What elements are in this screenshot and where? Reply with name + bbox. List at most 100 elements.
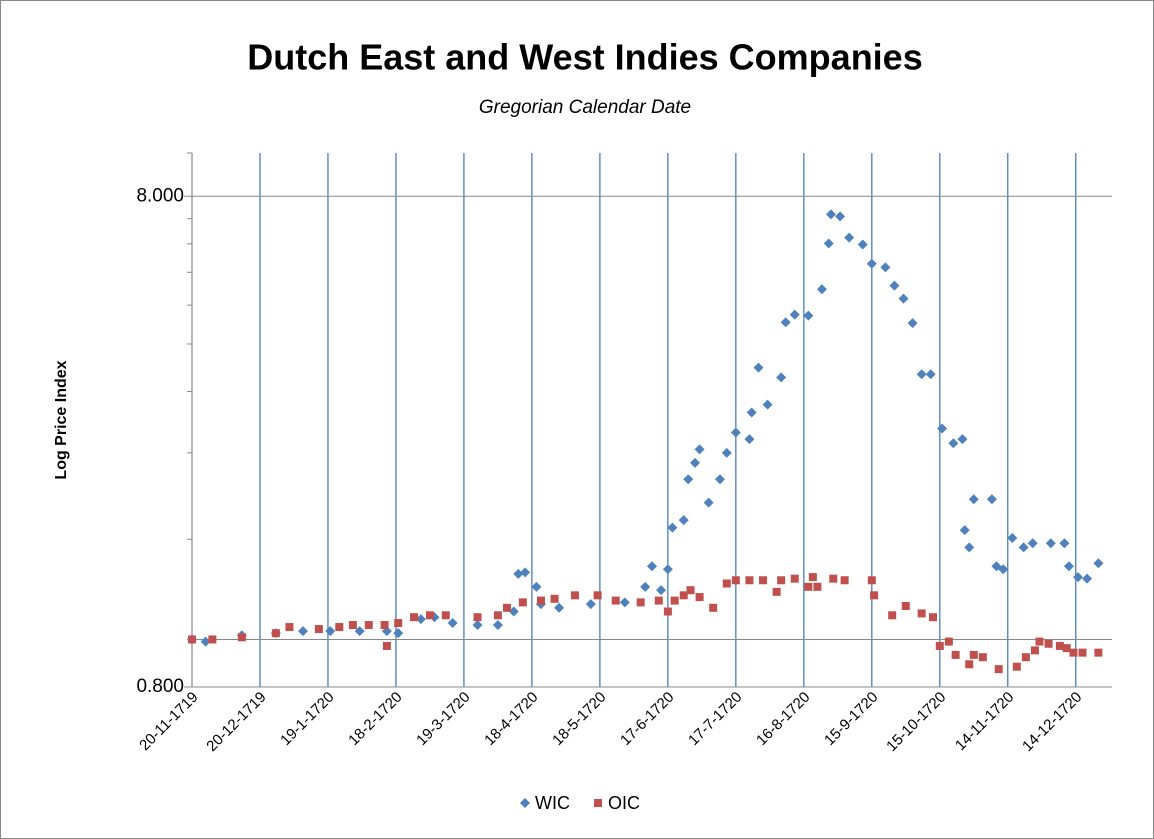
point <box>1027 538 1038 549</box>
point <box>415 614 426 625</box>
point <box>425 611 434 620</box>
point <box>1035 637 1044 646</box>
point <box>237 633 246 642</box>
point <box>1059 538 1070 549</box>
point <box>959 525 970 536</box>
point <box>1062 644 1071 653</box>
legend-marker <box>594 799 602 807</box>
point <box>683 474 694 485</box>
point <box>513 568 524 579</box>
point <box>813 582 822 591</box>
point <box>380 621 389 630</box>
point <box>907 318 918 329</box>
point <box>829 574 838 583</box>
point <box>998 564 1009 575</box>
point <box>762 399 773 410</box>
point <box>472 620 483 631</box>
point <box>777 576 786 585</box>
point <box>867 576 876 585</box>
point <box>709 603 718 612</box>
y-axis-label: Log Price Index <box>53 360 70 479</box>
point <box>951 650 960 659</box>
point <box>753 362 764 373</box>
point <box>1078 648 1087 657</box>
y-tick-label: 0.800 <box>136 676 184 697</box>
point <box>647 561 657 572</box>
point <box>354 626 365 637</box>
point <box>667 522 678 533</box>
point <box>492 620 503 631</box>
point <box>880 262 891 273</box>
legend-marker <box>520 798 530 808</box>
point <box>656 585 667 596</box>
point <box>780 317 791 328</box>
point <box>654 596 663 605</box>
point <box>1073 572 1084 583</box>
point <box>670 596 679 605</box>
point <box>889 280 900 291</box>
point <box>640 581 651 592</box>
point <box>493 611 502 620</box>
legend-label: WIC <box>535 793 570 813</box>
chart-subtitle: Gregorian Calendar Date <box>479 97 691 118</box>
point <box>690 457 701 468</box>
point <box>686 586 695 595</box>
point <box>870 591 879 600</box>
point <box>508 606 519 617</box>
point <box>208 635 217 644</box>
point <box>394 619 403 628</box>
point <box>695 593 704 602</box>
point <box>776 372 787 383</box>
y-tick-label: 8.000 <box>136 185 184 206</box>
point <box>518 598 527 607</box>
point <box>271 629 280 638</box>
point <box>759 576 768 585</box>
point <box>678 515 689 526</box>
point <box>816 284 827 295</box>
point <box>772 587 781 596</box>
point <box>447 618 458 629</box>
point <box>1045 538 1056 549</box>
point <box>200 636 211 647</box>
point <box>844 232 855 243</box>
point <box>969 650 978 659</box>
point <box>1082 573 1093 584</box>
point <box>554 602 565 613</box>
point <box>325 626 336 637</box>
point <box>364 621 373 630</box>
point <box>823 238 834 249</box>
point <box>916 369 927 380</box>
point <box>888 611 897 620</box>
point <box>441 611 450 620</box>
point <box>994 665 1003 674</box>
point <box>857 239 868 250</box>
point <box>636 598 645 607</box>
point <box>679 591 688 600</box>
point <box>721 447 732 458</box>
point <box>935 641 944 650</box>
point <box>986 494 997 505</box>
point <box>808 573 817 582</box>
point <box>550 594 559 603</box>
point <box>937 423 948 434</box>
point <box>745 576 754 585</box>
point <box>731 576 740 585</box>
point <box>1044 639 1053 648</box>
point <box>1012 662 1021 671</box>
point <box>694 444 705 455</box>
point <box>1055 641 1064 650</box>
point <box>1093 558 1104 569</box>
point <box>790 574 799 583</box>
point <box>803 310 814 321</box>
point <box>826 209 837 220</box>
point <box>611 596 620 605</box>
chart-title: Dutch East and West Indies Companies <box>247 37 922 78</box>
point <box>570 591 579 600</box>
point <box>188 635 196 644</box>
point <box>1063 561 1074 572</box>
point <box>948 438 959 449</box>
point <box>410 613 419 622</box>
point <box>285 623 294 632</box>
point <box>722 579 731 588</box>
point <box>520 567 531 578</box>
